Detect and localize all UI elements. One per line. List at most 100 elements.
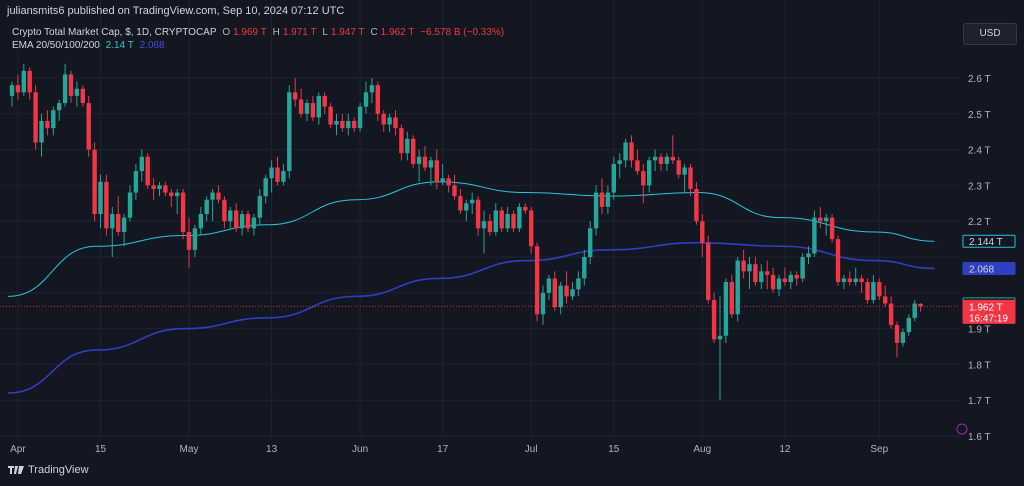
candle xyxy=(517,203,522,232)
price-tick-label: 1.6 T xyxy=(968,432,991,443)
symbol-title[interactable]: Crypto Total Market Cap, $, 1D, CRYPTOCA… xyxy=(12,27,217,38)
ema-slow-line xyxy=(7,241,935,394)
candle xyxy=(210,188,215,222)
candle-body xyxy=(918,303,923,307)
candle xyxy=(15,74,21,100)
candle-body xyxy=(416,156,422,164)
candle xyxy=(422,146,428,172)
candle-body xyxy=(39,120,44,143)
candle-body xyxy=(599,192,605,207)
candle-body xyxy=(222,199,227,222)
candle xyxy=(540,285,546,326)
candle xyxy=(381,110,386,132)
candle-body xyxy=(906,317,911,333)
candle xyxy=(523,203,528,215)
candle-body xyxy=(900,332,906,343)
candle-body xyxy=(269,167,274,179)
price-label-box xyxy=(962,234,1016,248)
candle xyxy=(493,203,498,236)
candle-body xyxy=(110,214,115,229)
close-value: 1.962 T xyxy=(380,27,415,38)
candle-body xyxy=(871,282,876,300)
candle-body xyxy=(605,192,611,207)
candle-body xyxy=(570,289,575,297)
candle-body xyxy=(393,117,398,129)
candle-body xyxy=(647,160,652,186)
candle xyxy=(116,196,121,236)
time-tick-label: 12 xyxy=(779,444,791,455)
candle xyxy=(251,214,257,236)
candle-body xyxy=(523,206,528,211)
candle-body xyxy=(812,217,817,254)
candle xyxy=(711,292,717,343)
candle xyxy=(576,271,581,297)
candle xyxy=(818,206,823,229)
candle xyxy=(558,282,563,315)
publish-bar: juliansmits6 published on TradingView.co… xyxy=(0,0,1024,22)
candles xyxy=(9,63,923,401)
candle-body xyxy=(564,285,569,297)
currency-button[interactable]: USD xyxy=(963,23,1017,45)
time-axis[interactable]: Apr 15 May 13 Jun 17 Jul 15 Aug 12 Sep xyxy=(10,444,889,455)
candle-body xyxy=(782,278,788,283)
candle-body xyxy=(15,85,21,93)
candle xyxy=(180,188,186,240)
candle-body xyxy=(381,113,386,125)
candle xyxy=(334,113,339,136)
candle-body xyxy=(865,282,870,300)
candle-body xyxy=(859,278,864,283)
candle-body xyxy=(664,156,670,164)
time-tick-label: 13 xyxy=(266,444,278,455)
candle-body xyxy=(340,120,345,129)
time-tick-label: Apr xyxy=(10,444,26,455)
candle xyxy=(458,188,463,215)
candle-body xyxy=(883,296,888,304)
price-label-box xyxy=(962,261,1016,275)
ema-label[interactable]: EMA 20/50/100/200 xyxy=(12,40,100,51)
candle-body xyxy=(86,103,91,150)
candle-body xyxy=(759,271,764,283)
ema-legend: EMA 20/50/100/200 2.14 T 2.068 xyxy=(12,40,168,51)
tradingview-logo[interactable]: TradingView xyxy=(8,464,89,476)
candle xyxy=(133,163,139,200)
price-tick-label: 2.3 T xyxy=(968,181,991,192)
candle-body xyxy=(894,325,900,343)
candle-body xyxy=(322,95,327,107)
time-tick-label: May xyxy=(180,444,199,455)
ema-slow-value: 2.068 xyxy=(139,40,165,51)
candle-body xyxy=(688,167,693,189)
candle xyxy=(328,103,333,129)
candle xyxy=(92,142,97,222)
candle-body xyxy=(139,156,144,172)
candle xyxy=(310,95,316,121)
price-tick-label: 2.2 T xyxy=(968,217,991,228)
candle-body xyxy=(517,206,522,229)
candle-body xyxy=(92,149,97,215)
time-tick-label: Jul xyxy=(525,444,538,455)
candle-body xyxy=(9,85,15,96)
low-value: 1.947 T xyxy=(330,27,365,38)
candle-body xyxy=(452,185,457,197)
candle xyxy=(369,78,375,104)
candle xyxy=(794,271,799,286)
candle xyxy=(269,160,274,193)
brand-text: TradingView xyxy=(28,464,89,476)
price-axis[interactable]: 2.6 T 2.5 T 2.4 T 2.3 T 2.2 T 1.9 T 1.8 T 1.7 T… xyxy=(968,74,991,443)
candle xyxy=(481,210,487,254)
candle xyxy=(511,210,516,232)
candle-body xyxy=(641,171,646,186)
candle-body xyxy=(33,92,38,143)
tradingview-logo-icon xyxy=(8,466,24,474)
candle-body xyxy=(369,85,375,93)
candle-body xyxy=(847,278,852,283)
candle xyxy=(104,174,109,236)
candle-body xyxy=(440,178,445,182)
candle-body xyxy=(499,210,504,229)
change-value: −6.578 B (−0.33%) xyxy=(420,27,505,38)
candle xyxy=(888,296,894,329)
candle xyxy=(216,185,221,204)
candle xyxy=(641,163,646,204)
candle xyxy=(900,328,906,347)
